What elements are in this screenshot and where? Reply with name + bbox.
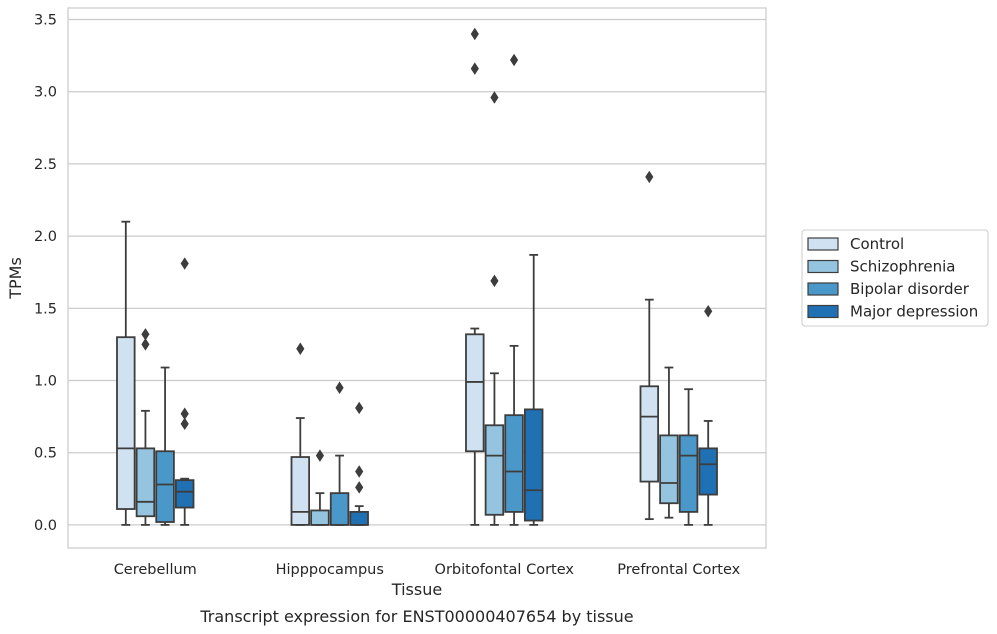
plot-frame (67, 7, 767, 549)
box-schizophrenia (135, 328, 156, 526)
outlier-point (470, 27, 479, 41)
legend-label: Control (850, 235, 904, 253)
legend: Control Schizophrenia Bipolar disorder Majo… (801, 229, 989, 327)
x-axis-ticks: Cerebellum Hipppocampus Orbitofontal Corte… (114, 562, 741, 578)
outlier-point (490, 274, 499, 288)
outlier-point (704, 304, 713, 318)
box-bipolar-disorder (329, 381, 350, 526)
y-tick-label: 2.5 (34, 157, 57, 173)
outlier-point (490, 91, 499, 104)
box-schizophrenia (484, 91, 505, 526)
y-tick-label: 1.5 (34, 301, 57, 317)
box-bipolar-disorder (678, 388, 699, 526)
box-major-depression (349, 401, 369, 526)
legend-swatch (807, 259, 839, 274)
box-body (310, 509, 330, 526)
gridlines (68, 18, 766, 526)
box-body (698, 447, 718, 496)
y-tick-label: 0.5 (34, 446, 57, 462)
box-schizophrenia (310, 449, 330, 526)
box-major-depression (174, 257, 195, 526)
outlier-point (509, 53, 519, 67)
box-control (465, 27, 485, 526)
outlier-point (180, 407, 189, 420)
box-body (484, 424, 505, 516)
outlier-point (296, 342, 305, 355)
box-body (155, 450, 175, 523)
y-axis-ticks: 0.0 0.5 1.0 1.5 2.0 2.5 3.0 3.5 (34, 13, 57, 534)
legend-swatch (807, 237, 839, 251)
outlier-point (355, 465, 364, 478)
outlier-point (335, 381, 344, 394)
legend-swatch (807, 282, 839, 296)
outlier-point (315, 449, 325, 462)
box-bipolar-disorder (155, 366, 175, 526)
y-tick-label: 0.0 (34, 518, 57, 534)
x-tick-label: Hipppocampus (276, 562, 384, 578)
legend-label: Schizophrenia (850, 258, 955, 276)
box-control (116, 220, 136, 526)
x-tick-label: Orbitofontal Cortex (435, 562, 575, 578)
legend-label: Bipolar disorder (850, 280, 970, 298)
box-body (504, 414, 524, 513)
box-major-depression (523, 253, 544, 526)
box-bipolar-disorder (504, 53, 524, 526)
outlier-point (180, 417, 189, 431)
y-axis-label: TPMs (6, 257, 25, 300)
outlier-point (141, 338, 150, 351)
x-tick-label: Prefrontal Cortex (617, 562, 740, 578)
outlier-point (645, 170, 654, 184)
x-tick-label: Cerebellum (114, 562, 197, 578)
box-body (465, 333, 485, 453)
outlier-point (141, 328, 150, 341)
box-body (523, 408, 544, 522)
box-body (135, 447, 156, 518)
box-body (329, 492, 350, 526)
box-body (290, 456, 311, 526)
legend-swatch (807, 304, 839, 319)
box-body (678, 434, 699, 513)
box-control (639, 170, 660, 521)
outlier-point (470, 62, 479, 75)
box-major-depression (698, 304, 718, 526)
box-schizophrenia (659, 366, 679, 519)
box-body (639, 385, 660, 483)
outlier-point (355, 401, 364, 415)
box-body (659, 434, 679, 505)
box-body (349, 511, 369, 526)
box-plots (116, 27, 718, 526)
legend-label: Major depression (850, 303, 978, 321)
x-axis-label: Tissue (391, 580, 442, 599)
legend-frame (801, 229, 989, 327)
box-body (174, 479, 195, 509)
y-tick-label: 3.0 (34, 85, 57, 101)
outlier-point (180, 257, 189, 270)
y-tick-label: 2.0 (34, 229, 57, 245)
y-tick-label: 1.0 (34, 374, 57, 390)
chart-caption: Transcript expression for ENST0000040765… (199, 607, 633, 626)
outlier-point (355, 481, 364, 494)
box-body (116, 336, 136, 510)
y-tick-label: 3.5 (34, 13, 57, 29)
box-control (290, 342, 311, 526)
